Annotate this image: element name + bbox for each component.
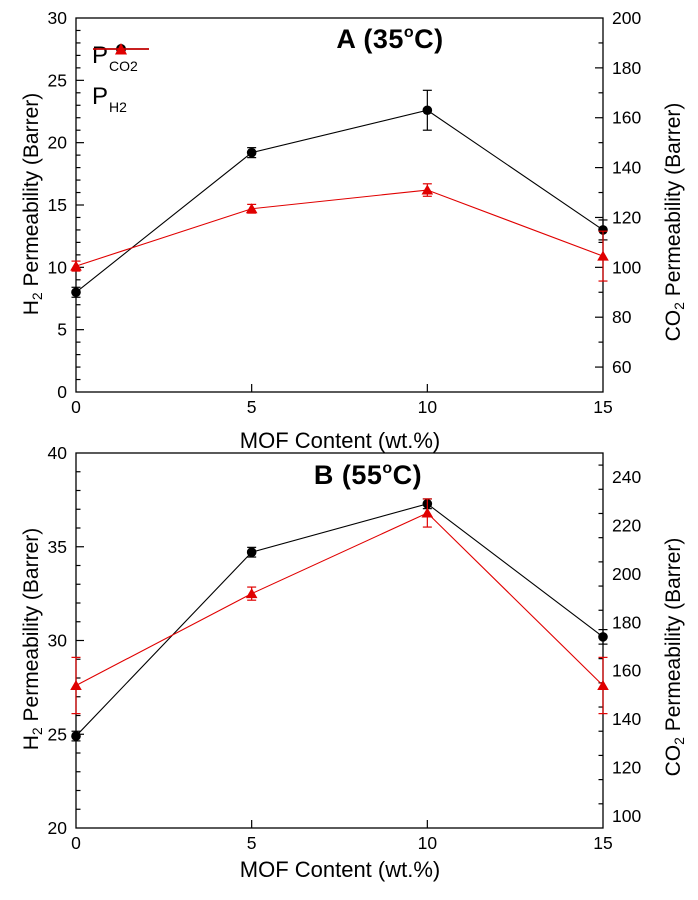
svg-text:220: 220 xyxy=(612,516,641,536)
triangle-marker xyxy=(421,184,434,195)
svg-text:100: 100 xyxy=(612,806,641,826)
svg-text:20: 20 xyxy=(48,818,68,838)
svg-text:0: 0 xyxy=(71,833,81,853)
svg-text:5: 5 xyxy=(247,397,257,417)
series-line xyxy=(75,109,604,293)
chart-b-right-axis-label: CO2 Permeability (Barrer) xyxy=(662,537,687,777)
svg-text:100: 100 xyxy=(612,257,641,277)
svg-text:0: 0 xyxy=(71,397,81,417)
series-line xyxy=(75,189,604,267)
chart-a-left-axis-label: H2 Permeability (Barrer) xyxy=(20,92,45,316)
chart-a-title-pre: A (35 xyxy=(336,24,404,54)
svg-text:30: 30 xyxy=(48,631,68,651)
chart-b-plot: 20 25 30 35 40 100 120 140 160 180 200 220 240 0 5 10 15 xyxy=(48,443,642,853)
series-line xyxy=(75,503,604,737)
svg-text:35: 35 xyxy=(48,537,67,557)
degree-superscript: o xyxy=(403,24,415,41)
svg-text:140: 140 xyxy=(612,709,641,729)
right-axis-tick-labels: 60 80 100 120 140 160 180 200 xyxy=(612,8,641,377)
plot-frame xyxy=(75,17,604,393)
svg-text:15: 15 xyxy=(593,397,612,417)
svg-text:240: 240 xyxy=(612,467,641,487)
circle-marker xyxy=(246,547,257,557)
left-axis-tick-labels: 20 25 30 35 40 xyxy=(48,443,68,838)
svg-text:20: 20 xyxy=(48,133,68,153)
circle-marker xyxy=(246,147,257,158)
svg-text:15: 15 xyxy=(48,195,67,215)
left-axis-tick-labels: 0 5 10 15 20 25 30 xyxy=(48,8,68,402)
triangle-marker xyxy=(70,680,82,690)
svg-text:40: 40 xyxy=(48,443,68,463)
svg-text:10: 10 xyxy=(48,257,68,277)
chart-a-title: A (35oC) xyxy=(240,24,540,55)
svg-text:10: 10 xyxy=(418,397,438,417)
chart-b-left-axis-label: H2 Permeability (Barrer) xyxy=(20,527,45,751)
triangle-marker xyxy=(597,680,609,690)
svg-text:200: 200 xyxy=(612,8,641,28)
chart-a-right-axis-label: CO2 Permeability (Barrer) xyxy=(662,102,687,342)
svg-text:180: 180 xyxy=(612,58,641,78)
right-axis-ticks xyxy=(595,42,603,368)
chart-a-plot: 0 5 10 15 20 25 30 60 80 100 120 140 160 180 200 0 5 10 15 xyxy=(48,8,642,417)
svg-text:0: 0 xyxy=(57,382,67,402)
x-axis-ticks: 0 5 10 15 xyxy=(71,820,613,853)
svg-text:25: 25 xyxy=(48,70,67,90)
x-axis-ticks: 0 5 10 15 xyxy=(71,384,613,417)
series-p_co2 xyxy=(71,89,608,298)
legend-marker-triangle-icon xyxy=(93,43,149,55)
chart-b-x-axis-label: MOF Content (wt.%) xyxy=(239,857,441,882)
svg-text:140: 140 xyxy=(612,158,641,178)
chart-a-x-axis-label: MOF Content (wt.%) xyxy=(239,428,441,453)
svg-text:120: 120 xyxy=(612,758,641,778)
triangle-marker xyxy=(245,588,258,599)
circle-marker xyxy=(598,225,608,235)
svg-text:5: 5 xyxy=(57,320,67,340)
circle-marker xyxy=(71,731,81,741)
series-line xyxy=(75,512,604,686)
legend-item-ph2: PH2 xyxy=(92,43,149,115)
triangle-marker xyxy=(70,260,82,271)
legend-label-ph2: PH2 xyxy=(92,83,127,115)
left-axis-ticks xyxy=(76,29,84,381)
series-p_h2 xyxy=(70,498,609,715)
svg-text:30: 30 xyxy=(48,8,68,28)
series-p_h2 xyxy=(70,183,609,282)
svg-text:25: 25 xyxy=(48,724,67,744)
chart-b-title-pre: B (55 xyxy=(313,460,383,490)
legend: PCO2 PH2 xyxy=(92,40,149,115)
svg-text:200: 200 xyxy=(612,564,641,584)
triangle-marker xyxy=(597,250,609,261)
svg-text:10: 10 xyxy=(418,833,438,853)
svg-text:60: 60 xyxy=(612,357,632,377)
svg-text:120: 120 xyxy=(612,207,641,227)
chart-b-title-post: C) xyxy=(392,460,423,490)
circle-marker xyxy=(422,105,433,116)
svg-text:5: 5 xyxy=(247,833,257,853)
svg-text:160: 160 xyxy=(612,661,641,681)
degree-superscript: o xyxy=(382,460,393,477)
triangle-marker xyxy=(245,203,258,214)
left-axis-ticks xyxy=(76,471,84,810)
plot-frame xyxy=(75,452,604,829)
triangle-marker xyxy=(421,507,434,518)
series-p_co2 xyxy=(71,498,608,742)
svg-text:180: 180 xyxy=(612,612,641,632)
chart-a-title-post: C) xyxy=(414,24,444,54)
svg-text:80: 80 xyxy=(612,307,632,327)
chart-b-title: B (55oC) xyxy=(218,460,518,491)
right-axis-tick-labels: 100 120 140 160 180 200 220 240 xyxy=(612,467,641,826)
circle-marker xyxy=(598,632,608,642)
circle-marker xyxy=(71,287,81,298)
svg-text:15: 15 xyxy=(593,833,612,853)
svg-text:160: 160 xyxy=(612,108,641,128)
